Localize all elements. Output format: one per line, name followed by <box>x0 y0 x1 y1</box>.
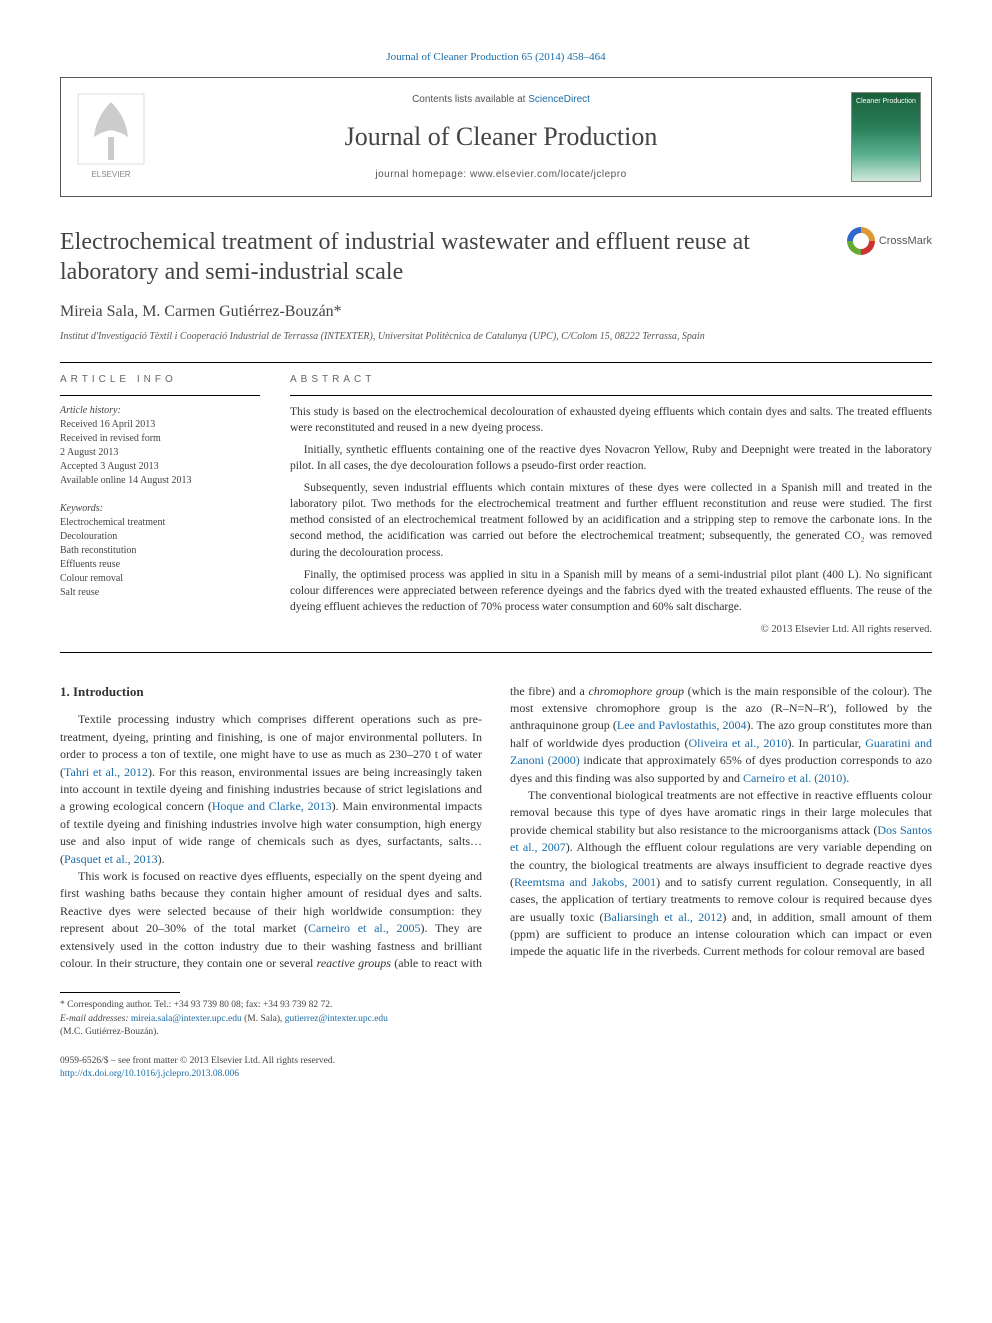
citation-link[interactable]: Carneiro et al., 2005 <box>308 921 420 935</box>
contents-line: Contents lists available at ScienceDirec… <box>412 93 590 107</box>
rule-bottom <box>60 652 932 653</box>
abstract: ABSTRACT This study is based on the elec… <box>290 373 932 638</box>
abstract-para: Subsequently, seven industrial effluents… <box>290 480 932 560</box>
history-line: 2 August 2013 <box>60 446 260 460</box>
history-line: Received in revised form <box>60 432 260 446</box>
header-center: Contents lists available at ScienceDirec… <box>161 78 841 196</box>
footnote-rule <box>60 992 180 993</box>
history-line: Received 16 April 2013 <box>60 418 260 432</box>
journal-homepage: journal homepage: www.elsevier.com/locat… <box>375 168 626 182</box>
doi-link[interactable]: http://dx.doi.org/10.1016/j.jclepro.2013… <box>60 1069 239 1079</box>
history-label: Article history: <box>60 405 121 416</box>
sciencedirect-link[interactable]: ScienceDirect <box>528 94 590 105</box>
journal-reference: Journal of Cleaner Production 65 (2014) … <box>60 50 932 65</box>
keyword: Electrochemical treatment <box>60 516 260 530</box>
body-text: ). <box>158 852 165 866</box>
homepage-url[interactable]: www.elsevier.com/locate/jclepro <box>470 169 627 180</box>
keyword: Bath reconstitution <box>60 544 260 558</box>
citation-link[interactable]: Tahri et al., 2012 <box>64 765 148 779</box>
body-para: The conventional biological treatments a… <box>510 787 932 961</box>
keywords-label: Keywords: <box>60 503 103 514</box>
journal-name: Journal of Cleaner Production <box>345 119 658 155</box>
email-label: E-mail addresses: <box>60 1014 131 1024</box>
citation-link[interactable]: Oliveira et al., 2010 <box>688 736 787 750</box>
keyword: Effluents reuse <box>60 558 260 572</box>
journal-header: ELSEVIER Contents lists available at Sci… <box>60 77 932 197</box>
corresponding-author: * Corresponding author. Tel.: +34 93 739… <box>60 999 932 1012</box>
publisher-logo-cell: ELSEVIER <box>61 78 161 196</box>
email-line: E-mail addresses: mireia.sala@intexter.u… <box>60 1013 932 1040</box>
article-title: Electrochemical treatment of industrial … <box>60 227 835 287</box>
abstract-rule <box>290 395 932 396</box>
citation-link[interactable]: Baliarsingh et al., 2012 <box>603 910 722 924</box>
crossmark-icon <box>847 227 875 255</box>
body-text: The conventional biological treatments a… <box>510 788 932 837</box>
journal-cover-thumb: Cleaner Production <box>851 92 921 182</box>
citation-link[interactable]: Reemtsma and Jakobs, 2001 <box>514 875 656 889</box>
body-em: chromophore group <box>588 684 684 698</box>
section-heading: 1. Introduction <box>60 683 482 702</box>
bottom-matter: 0959-6526/$ – see front matter © 2013 El… <box>60 1055 932 1082</box>
citation-link[interactable]: Carneiro et al. (2010) <box>743 771 846 785</box>
keywords: Keywords: Electrochemical treatment Deco… <box>60 502 260 600</box>
cover-cell: Cleaner Production <box>841 78 931 196</box>
article-history: Article history: Received 16 April 2013 … <box>60 404 260 488</box>
abstract-para: Initially, synthetic effluents containin… <box>290 442 932 474</box>
email-link[interactable]: gutierrez@intexter.upc.edu <box>285 1014 388 1024</box>
history-line: Accepted 3 August 2013 <box>60 460 260 474</box>
keyword: Salt reuse <box>60 586 260 600</box>
abstract-para: This study is based on the electrochemic… <box>290 404 932 436</box>
issn-line: 0959-6526/$ – see front matter © 2013 El… <box>60 1055 932 1068</box>
crossmark-badge[interactable]: CrossMark <box>847 227 932 255</box>
elsevier-logo: ELSEVIER <box>76 92 146 182</box>
body-em: reactive groups <box>317 956 391 970</box>
svg-text:ELSEVIER: ELSEVIER <box>91 170 130 179</box>
citation-link[interactable]: Hoque and Clarke, 2013 <box>212 799 332 813</box>
citation-link[interactable]: Lee and Pavlostathis, 2004 <box>617 718 747 732</box>
article-info-head: ARTICLE INFO <box>60 373 260 387</box>
email-who: (M. Sala), <box>242 1014 285 1024</box>
affiliation: Institut d'Investigació Tèxtil i Coopera… <box>60 330 932 344</box>
body-text: . <box>846 771 849 785</box>
body-text: ). In particular, <box>787 736 865 750</box>
email-link[interactable]: mireia.sala@intexter.upc.edu <box>131 1014 242 1024</box>
sidebar-rule-1 <box>60 395 260 396</box>
citation-link[interactable]: Pasquet et al., 2013 <box>64 852 158 866</box>
abstract-head: ABSTRACT <box>290 373 932 387</box>
crossmark-label: CrossMark <box>879 234 932 249</box>
email-who: (M.C. Gutiérrez-Bouzán). <box>60 1027 159 1037</box>
copyright: © 2013 Elsevier Ltd. All rights reserved… <box>290 623 932 638</box>
authors: Mireia Sala, M. Carmen Gutiérrez-Bouzán* <box>60 301 932 323</box>
abstract-para: Finally, the optimised process was appli… <box>290 567 932 615</box>
introduction-section: 1. Introduction Textile processing indus… <box>60 683 932 973</box>
footnotes: * Corresponding author. Tel.: +34 93 739… <box>60 999 932 1039</box>
keyword: Decolouration <box>60 530 260 544</box>
history-line: Available online 14 August 2013 <box>60 474 260 488</box>
keyword: Colour removal <box>60 572 260 586</box>
rule-top <box>60 362 932 363</box>
article-info: ARTICLE INFO Article history: Received 1… <box>60 373 260 638</box>
body-para: Textile processing industry which compri… <box>60 711 482 868</box>
contents-prefix: Contents lists available at <box>412 94 528 105</box>
homepage-prefix: journal homepage: <box>375 169 470 180</box>
